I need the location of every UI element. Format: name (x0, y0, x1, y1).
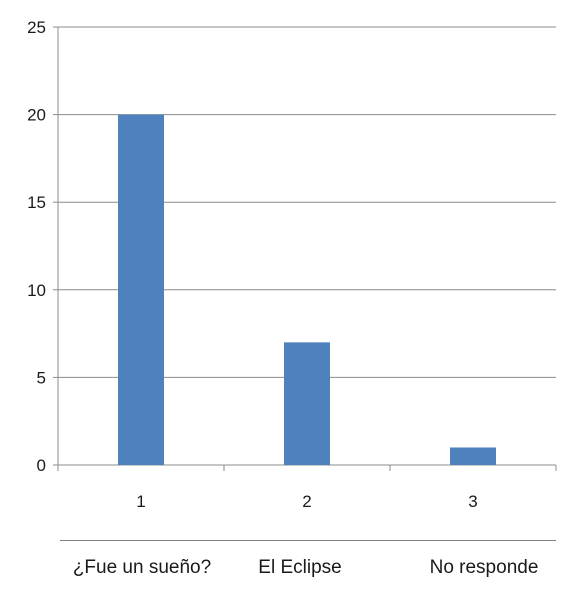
y-tick-label-25: 25 (27, 18, 46, 37)
x-tick-label-1: 1 (136, 492, 145, 511)
x-tick-label-3: 3 (468, 492, 477, 511)
bar-1 (118, 114, 164, 465)
bar-3 (450, 447, 496, 465)
y-tick-label-5: 5 (37, 368, 46, 387)
category-label-row: ¿Fue un sueño? El Eclipse No responde (0, 540, 564, 610)
y-axis: 0 5 10 15 20 25 (27, 18, 59, 475)
x-axis: 1 2 3 (57, 464, 557, 511)
category-label-1: ¿Fue un sueño? (72, 557, 212, 578)
y-tick-label-10: 10 (27, 281, 46, 300)
y-tick-label-15: 15 (27, 193, 46, 212)
category-label-3: No responde (429, 557, 539, 578)
bar-chart: 0 5 10 15 20 25 1 2 3 (27, 18, 557, 511)
category-divider (60, 540, 556, 541)
x-tick-label-2: 2 (302, 492, 311, 511)
y-tick-label-0: 0 (37, 456, 46, 475)
bar-2 (284, 342, 330, 465)
y-tick-label-20: 20 (27, 106, 46, 125)
category-label-2: El Eclipse (258, 557, 342, 578)
bars (118, 114, 496, 465)
